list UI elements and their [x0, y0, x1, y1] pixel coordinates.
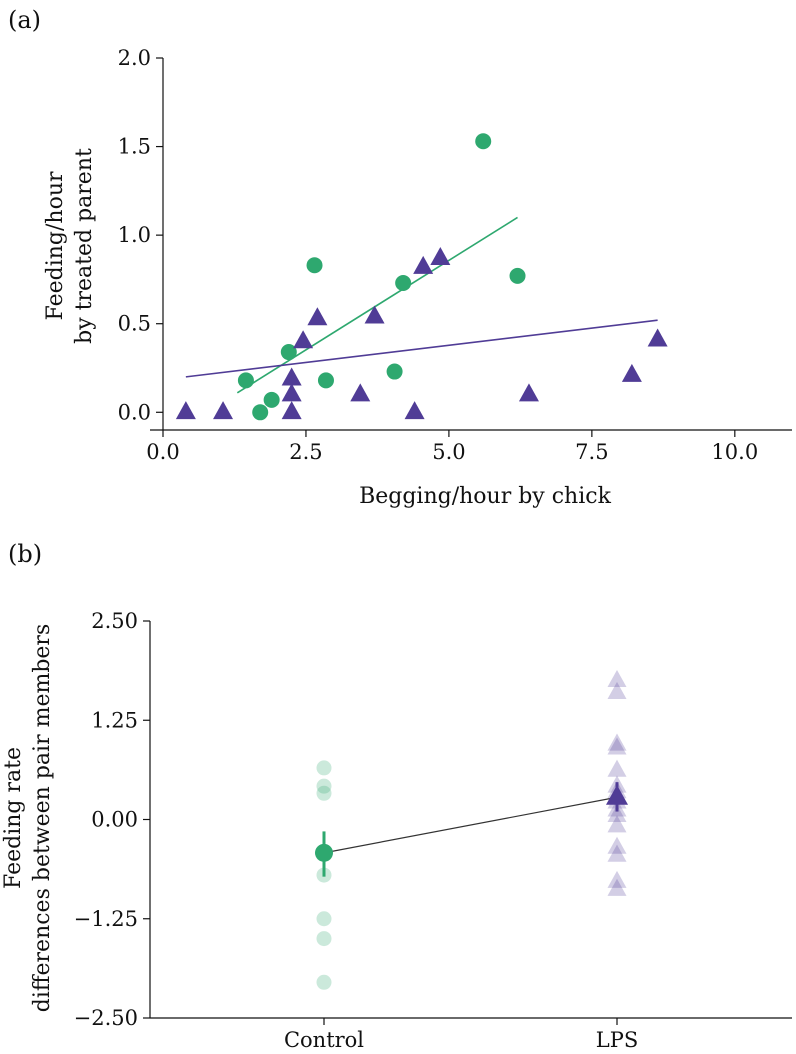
panel-a-point-lps: [293, 330, 314, 349]
panel-a-x-tick-label: 0.0: [146, 440, 179, 464]
panel-a-point-control: [306, 257, 323, 274]
panel-b-mean-connector: [323, 796, 618, 854]
panel-b-raw-point-lps: [607, 815, 627, 833]
panel-a-fit-line-lps: [185, 319, 658, 378]
panel-b-summary: [315, 782, 628, 877]
panel-b-x-tick-label: LPS: [596, 1028, 638, 1052]
panel-a-y-tick-label: 1.5: [118, 135, 151, 159]
panel-a-point-lps: [350, 383, 371, 402]
panel-a-x-tick-label: 7.5: [575, 440, 608, 464]
panel-b-raw-point-lps: [607, 870, 627, 888]
panel-a-x-ticks: 0.0 2.5 5.0 7.5 10.0: [146, 430, 758, 464]
panel-a-fit-line-control: [236, 216, 518, 394]
panel-b-y-tick-label: −1.25: [74, 907, 138, 931]
panel-b-raw-point-lps: [607, 737, 627, 755]
panel-a-y-tick-label: 0.0: [118, 400, 151, 424]
panel-a-point-lps: [404, 401, 425, 420]
panel-a-point-control: [280, 344, 297, 361]
panel-a-y-tick-label: 1.0: [118, 223, 151, 247]
panel-b-raw-point-control: [316, 785, 332, 801]
panel-b-raw-point-control: [316, 778, 332, 794]
panel-a-point-control: [317, 372, 334, 389]
panel-b-label: (b): [8, 540, 42, 568]
panel-a-point-lps: [307, 307, 328, 326]
panel-a-point-lps: [281, 401, 302, 420]
panel-a-point-control: [252, 404, 269, 421]
panel-b-y-label-line1: Feeding rate: [1, 747, 26, 889]
panel-b-raw-point-lps: [607, 804, 627, 823]
panel-a-point-lps: [647, 328, 668, 347]
panel-a-point-control: [386, 363, 403, 380]
panel-a-point-lps: [213, 401, 234, 420]
panel-a-point-lps: [175, 401, 196, 420]
panel-a-x-tick-label: 10.0: [711, 440, 758, 464]
panel-b-raw-point-control: [316, 911, 332, 927]
panel-a-y-tick-label: 0.5: [118, 312, 151, 336]
panel-b-raw-point-lps: [607, 878, 627, 896]
panel-b-y-label-group: Feeding rate differences between pair me…: [1, 624, 55, 1012]
panel-a-y-label-line2: by treated parent: [72, 148, 97, 344]
panel-a-x-tick-label: 5.0: [432, 440, 465, 464]
panel-b-raw-point-lps: [607, 844, 627, 862]
panel-b-raw-point-control: [316, 931, 332, 947]
panel-b-raw-point-lps: [607, 836, 627, 854]
panel-a-point-control: [395, 274, 412, 291]
panel-b-raw-point-control: [316, 974, 332, 990]
panel-a-point-lps: [430, 247, 451, 266]
panel-b-y-tick-label: 1.25: [91, 708, 138, 732]
panel-b-raw-point-lps: [607, 669, 627, 688]
panel-a-y-label-group: Feeding/hour by treated parent: [43, 148, 97, 344]
panel-a-point-lps: [621, 363, 642, 382]
panel-a-y-label-line1: Feeding/hour: [43, 171, 68, 320]
panel-b-y-tick-label: 2.50: [91, 609, 138, 633]
panel-b-raw-point-lps: [607, 681, 627, 699]
panel-b-raw-point-lps: [607, 759, 627, 777]
panel-b-categorical: (b) 2.50 1.25 0.00 −1.25 −2.50 Control LPS Fe…: [1, 540, 792, 1052]
panel-a-point-control: [237, 372, 254, 389]
panel-b-y-ticks: 2.50 1.25 0.00 −1.25 −2.50: [74, 609, 150, 1030]
panel-a-point-control: [509, 267, 526, 284]
panel-b-raw-points: [316, 669, 627, 990]
panel-a-x-tick-label: 2.5: [289, 440, 322, 464]
panel-a-x-label: Begging/hour by chick: [359, 484, 611, 509]
panel-b-mean-point-lps: [606, 784, 628, 805]
panel-a-label: (a): [8, 6, 41, 34]
panel-a-point-lps: [281, 383, 302, 402]
panel-a-point-lps: [281, 367, 302, 386]
panel-b-raw-point-lps: [607, 733, 627, 751]
panel-a-point-control: [263, 391, 280, 408]
panel-a-scatter: (a) 0.0 0.5 1.0 1.5 2.0 0.0 2.5 5.0 7.5 10.0 Fee…: [8, 6, 792, 509]
panel-b-y-tick-label: 0.00: [91, 808, 138, 832]
panel-b-y-tick-label: −2.50: [74, 1006, 138, 1030]
panel-a-point-lps: [364, 305, 385, 324]
panel-b-raw-point-control: [316, 760, 332, 776]
panel-b-x-ticks: Control LPS: [284, 1018, 638, 1052]
panel-a-point-lps: [413, 255, 434, 274]
panel-a-y-tick-label: 2.0: [118, 46, 151, 70]
panel-b-y-label-line2: differences between pair members: [30, 624, 55, 1012]
panel-a-y-ticks: 0.0 0.5 1.0 1.5 2.0: [118, 46, 163, 424]
panel-a-point-control: [475, 133, 492, 150]
panel-a-fit-lines: [185, 216, 658, 394]
panel-b-x-tick-label: Control: [284, 1028, 364, 1052]
panel-a-point-lps: [518, 383, 539, 402]
panel-b-mean-point-control: [315, 843, 333, 862]
panel-a-points: [175, 133, 668, 421]
